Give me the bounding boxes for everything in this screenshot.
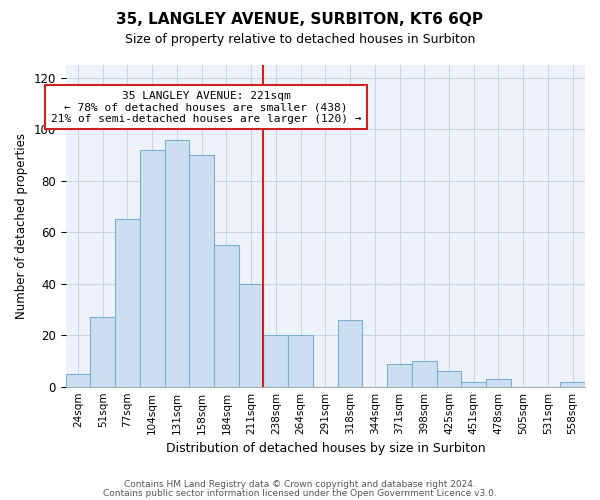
Bar — [486, 379, 511, 386]
Bar — [91, 317, 115, 386]
Y-axis label: Number of detached properties: Number of detached properties — [15, 133, 28, 319]
Text: 35 LANGLEY AVENUE: 221sqm
← 78% of detached houses are smaller (438)
21% of semi: 35 LANGLEY AVENUE: 221sqm ← 78% of detac… — [50, 90, 361, 124]
Bar — [239, 284, 263, 387]
Bar — [263, 335, 288, 386]
Text: 35, LANGLEY AVENUE, SURBITON, KT6 6QP: 35, LANGLEY AVENUE, SURBITON, KT6 6QP — [116, 12, 484, 28]
Bar — [560, 382, 585, 386]
Bar — [140, 150, 164, 386]
X-axis label: Distribution of detached houses by size in Surbiton: Distribution of detached houses by size … — [166, 442, 485, 455]
Text: Contains public sector information licensed under the Open Government Licence v3: Contains public sector information licen… — [103, 488, 497, 498]
Text: Size of property relative to detached houses in Surbiton: Size of property relative to detached ho… — [125, 32, 475, 46]
Bar — [190, 155, 214, 386]
Text: Contains HM Land Registry data © Crown copyright and database right 2024.: Contains HM Land Registry data © Crown c… — [124, 480, 476, 489]
Bar — [412, 361, 437, 386]
Bar — [214, 245, 239, 386]
Bar — [164, 140, 190, 386]
Bar — [65, 374, 91, 386]
Bar — [338, 320, 362, 386]
Bar — [288, 335, 313, 386]
Bar — [461, 382, 486, 386]
Bar — [437, 371, 461, 386]
Bar — [115, 220, 140, 386]
Bar — [387, 364, 412, 386]
